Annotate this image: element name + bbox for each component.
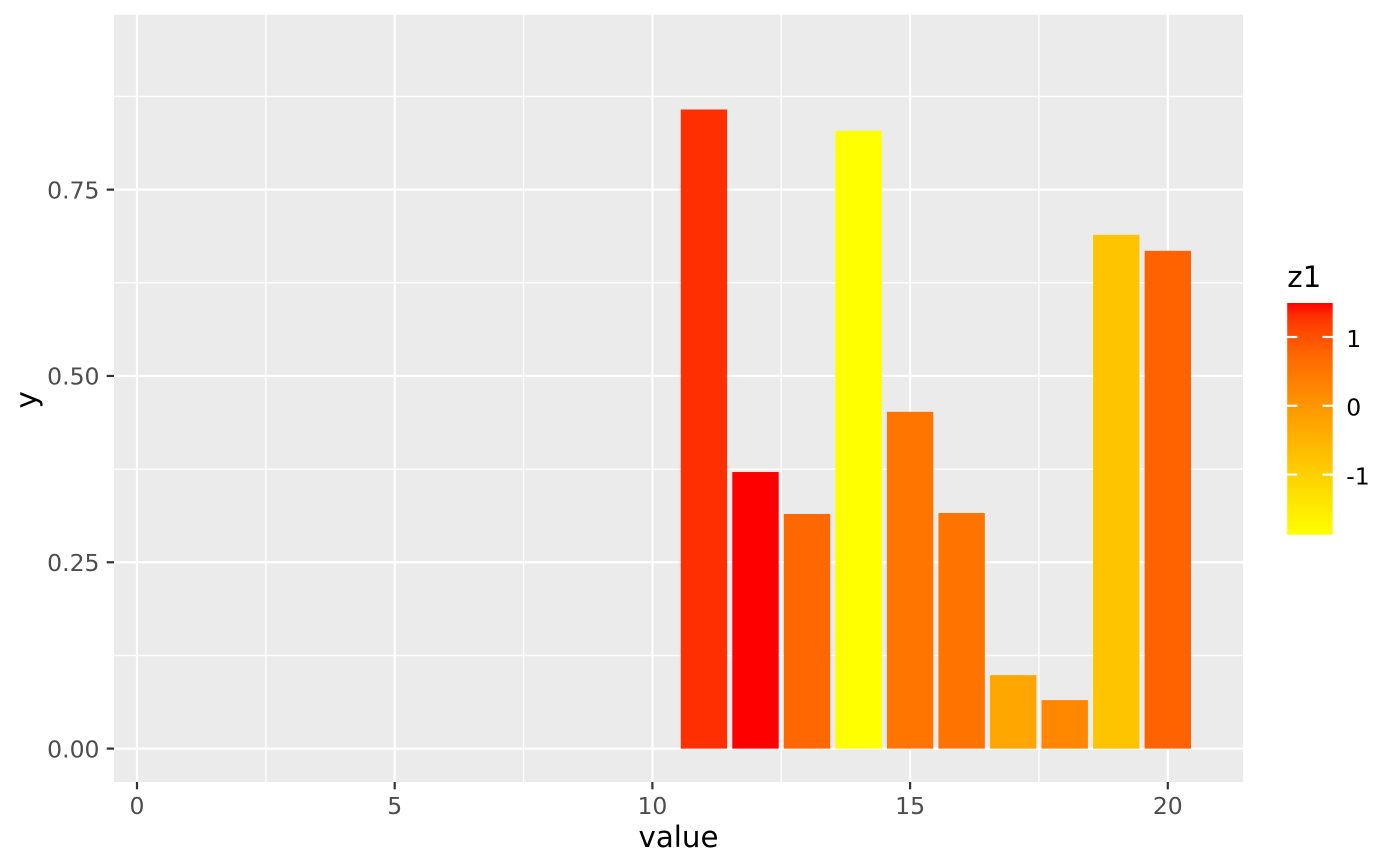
bar: [1041, 700, 1088, 749]
colorbar-legend: z1 1 0 -1: [1287, 260, 1370, 535]
bar: [1093, 234, 1140, 749]
x-tick-label: 15: [895, 792, 925, 820]
x-tick-label: 5: [387, 792, 402, 820]
y-tick-label: 0.25: [47, 549, 99, 577]
bar: [989, 675, 1037, 749]
y-tick-label: 0.00: [47, 735, 99, 763]
bar: [1144, 250, 1191, 749]
y-tick-label: 0.50: [47, 363, 99, 391]
x-tick-label: 10: [637, 792, 667, 820]
bar: [835, 130, 882, 749]
bars: [680, 109, 1191, 749]
bar: [680, 109, 728, 749]
x-axis-title: value: [638, 820, 718, 854]
panel-background: [114, 14, 1243, 782]
bar: [783, 513, 831, 749]
y-axis-title: y: [10, 391, 44, 408]
bar: [886, 411, 934, 749]
x-tick-label: 20: [1153, 792, 1183, 820]
bar: [938, 513, 985, 749]
legend-tick-marks: [1287, 335, 1333, 476]
legend-gradient-bar: [1287, 303, 1333, 535]
x-tick-label: 0: [130, 792, 145, 820]
x-axis-tick-labels: 0 5 10 15 20: [130, 792, 1183, 820]
bar: [732, 472, 779, 749]
y-axis-tick-labels: 0.00 0.25 0.50 0.75: [47, 176, 99, 763]
legend-tick-label: 0: [1346, 394, 1361, 422]
minor-gridlines: [114, 14, 1243, 782]
axis-tick-marks: [106, 188, 1169, 790]
legend-tick-label: 1: [1346, 325, 1361, 353]
legend-tick-label: -1: [1346, 462, 1369, 490]
y-tick-label: 0.75: [47, 176, 99, 204]
legend-tick-labels: 1 0 -1: [1346, 325, 1369, 491]
legend-title: z1: [1287, 260, 1321, 294]
